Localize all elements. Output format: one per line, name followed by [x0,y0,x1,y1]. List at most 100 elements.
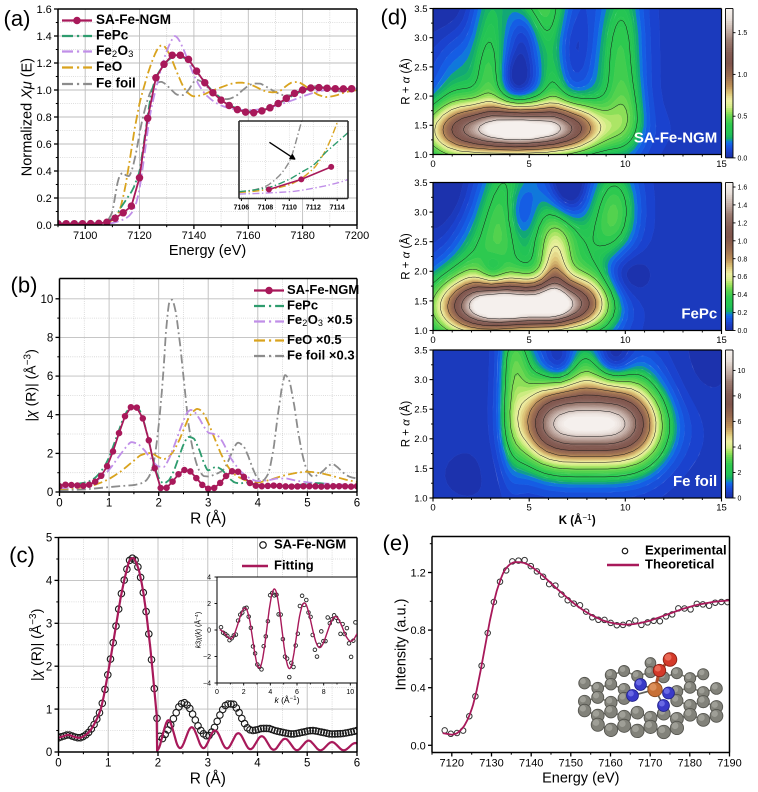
svg-text:0: 0 [430,502,435,513]
svg-text:1.2: 1.2 [738,220,748,227]
svg-text:0.2: 0.2 [37,193,52,205]
svg-text:Energy (eV): Energy (eV) [542,771,619,787]
svg-text:6: 6 [295,689,299,696]
svg-text:R +: R + ( Å ) α [397,198,414,280]
svg-text:7100: 7100 [73,230,97,242]
svg-text:0: 0 [207,628,211,635]
svg-text:5: 5 [304,498,310,510]
svg-text:Fitting: Fitting [274,557,314,572]
svg-text:2: 2 [155,498,161,510]
svg-text:7106: 7106 [234,205,250,212]
svg-text:1: 1 [106,498,112,510]
svg-text:0: 0 [430,335,435,346]
svg-text:1.5: 1.5 [738,30,748,37]
svg-text:0.4: 0.4 [37,166,52,178]
svg-text:2: 2 [242,689,246,696]
svg-text:4: 4 [268,689,272,696]
svg-text:4: 4 [47,410,54,422]
svg-text:8: 8 [738,394,742,401]
svg-text:FePc: FePc [287,297,318,312]
svg-text:10: 10 [620,335,631,346]
svg-text:7120: 7120 [440,758,464,770]
svg-text:7170: 7170 [638,758,662,770]
svg-text:2.5: 2.5 [414,237,427,248]
svg-text:−4: −4 [203,681,211,688]
svg-text:0: 0 [55,758,61,770]
svg-text:F e O ×: F e O × 0 . 5 2 3 [287,311,379,330]
svg-text:1: 1 [105,758,111,770]
svg-text:1.6: 1.6 [738,185,748,192]
svg-text:10: 10 [738,368,746,375]
svg-text:7140: 7140 [519,758,543,770]
svg-text:8: 8 [322,689,326,696]
svg-text:7130: 7130 [479,758,503,770]
svg-text:0: 0 [738,496,742,503]
svg-text:4: 4 [738,445,742,452]
svg-text:7108: 7108 [258,205,274,212]
svg-text:1.0: 1.0 [738,72,748,79]
svg-text:0.2: 0.2 [738,310,748,317]
svg-text:0.6: 0.6 [37,139,52,151]
svg-text:15: 15 [716,159,727,170]
svg-text:0.8: 0.8 [411,625,426,637]
svg-text:6: 6 [354,498,360,510]
svg-text:0: 0 [430,159,435,170]
svg-text:Fe foil: Fe foil [96,76,136,91]
svg-text:3: 3 [205,498,211,510]
svg-text:2: 2 [47,449,53,461]
svg-text:N o r m: N o r m a l i z e d ( E ) X μ [18,22,35,176]
svg-text:1.0: 1.0 [37,85,52,97]
svg-text:7120: 7120 [127,230,151,242]
svg-text:15: 15 [716,502,727,513]
svg-text:Energy (eV): Energy (eV) [169,243,246,259]
svg-text:6: 6 [738,419,742,426]
svg-text:0.6: 0.6 [738,274,748,281]
svg-text:(d): (d) [381,5,408,30]
svg-text:7160: 7160 [598,758,622,770]
svg-text:10: 10 [346,689,354,696]
svg-text:7112: 7112 [306,205,321,212]
svg-text:0.8: 0.8 [37,112,52,124]
svg-text:1.5: 1.5 [414,464,427,475]
svg-text:2: 2 [46,661,52,673]
svg-text:5: 5 [46,533,52,545]
svg-text:5: 5 [527,502,532,513]
svg-text:0.0: 0.0 [411,740,426,752]
svg-text:2.0: 2.0 [414,92,427,103]
svg-text:SA-Fe-NGM: SA-Fe-NGM [274,536,346,551]
svg-text:1: 1 [46,704,52,716]
svg-text:FeO ×0.5: FeO ×0.5 [287,332,342,347]
svg-text:7110: 7110 [282,205,297,212]
svg-text:7190: 7190 [717,758,741,770]
svg-text:0.0: 0.0 [738,155,748,162]
svg-text:0: 0 [47,487,53,499]
svg-text:5: 5 [304,758,310,770]
svg-text:Theoretical: Theoretical [645,556,714,571]
svg-text:Intensity (a.u.): Intensity (a.u.) [394,599,410,691]
svg-text:2.5: 2.5 [414,62,427,73]
svg-text:3.5: 3.5 [414,4,427,15]
svg-text:10: 10 [620,502,631,513]
svg-text:4: 4 [207,575,211,582]
svg-text:1.0: 1.0 [414,326,427,337]
svg-text:k χ k 3: k χ k 3 ( ) ( Å ) − 4 [185,576,205,648]
svg-text:3.0: 3.0 [414,33,427,44]
svg-text:1.2: 1.2 [37,58,52,70]
svg-text:0.4: 0.4 [738,292,748,299]
svg-text:| ( R: | ( R ) | ( Å ) χ − 3 [23,573,46,681]
svg-text:| ( R: | ( R ) | ( Å ) χ − 3 [18,313,41,421]
svg-text:SA-Fe-NGM: SA-Fe-NGM [634,130,717,147]
svg-text:2: 2 [207,601,211,608]
svg-text:7150: 7150 [559,758,583,770]
svg-text:6: 6 [47,371,53,383]
svg-text:0.0: 0.0 [37,220,52,232]
svg-text:10: 10 [41,294,54,306]
svg-text:Fe foil ×0.3: Fe foil ×0.3 [287,347,355,362]
svg-text:R +: R + ( Å ) α [397,365,414,447]
svg-text:3: 3 [46,619,52,631]
svg-text:1.4: 1.4 [37,31,52,43]
svg-text:3.5: 3.5 [414,178,427,189]
svg-text:Fe foil: Fe foil [673,473,717,490]
svg-text:7114: 7114 [330,205,345,212]
svg-text:1.4: 1.4 [738,203,748,210]
